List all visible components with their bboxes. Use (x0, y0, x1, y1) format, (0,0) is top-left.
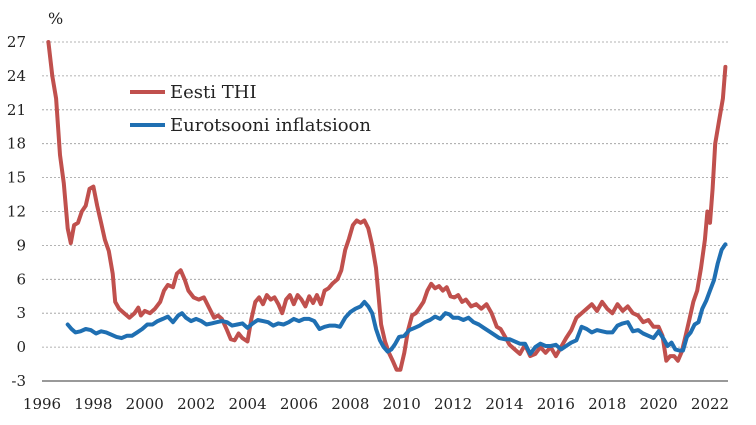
grid (42, 41, 728, 348)
y-tick-label: 27 (7, 33, 26, 51)
y-tick-label: 3 (16, 304, 26, 322)
x-tick-label: 2002 (177, 395, 215, 413)
y-tick-label: -3 (11, 372, 26, 390)
x-tick-label: 2016 (537, 395, 575, 413)
x-tick-label: 1998 (74, 395, 112, 413)
x-tick-label: 2014 (485, 395, 523, 413)
x-tick-label: 2000 (126, 395, 164, 413)
x-tick-label: 2018 (588, 395, 626, 413)
y-tick-label: 21 (7, 101, 26, 119)
x-tick-label: 2008 (331, 395, 369, 413)
legend-label-eesti: Eesti THI (170, 82, 257, 103)
x-tick-label: 2006 (280, 395, 318, 413)
x-tick-label: 2004 (228, 395, 266, 413)
legend: Eesti THI Eurotsooni inflatsioon (130, 82, 371, 136)
y-tick-label: 9 (16, 236, 26, 254)
series-line-0 (46, 40, 728, 372)
x-tick-label: 1996 (23, 395, 61, 413)
series-line-1 (65, 242, 728, 356)
y-tick-label: 24 (7, 67, 26, 85)
x-tick-label: 2010 (383, 395, 421, 413)
y-tick-labels: -3 0 3 6 9 12 15 18 21 24 27 (7, 33, 26, 390)
y-tick-label: 6 (16, 270, 26, 288)
y-tick-label: 0 (16, 338, 26, 356)
legend-label-eurotsoon: Eurotsooni inflatsioon (170, 115, 371, 136)
y-tick-label: 15 (7, 169, 26, 187)
x-tick-label: 2012 (434, 395, 472, 413)
legend-item-eesti: Eesti THI (130, 82, 257, 103)
y-tick-label: 18 (7, 135, 26, 153)
y-unit-label: % (48, 9, 63, 28)
x-tick-label: 2020 (640, 395, 678, 413)
legend-item-eurotsoon: Eurotsooni inflatsioon (130, 115, 371, 136)
y-tick-label: 12 (7, 203, 26, 221)
series-group (46, 40, 728, 372)
x-tick-label: 2022 (691, 395, 729, 413)
x-tick-labels: 1996 1998 2000 2002 2004 2006 2008 2010 2012 2014… (23, 395, 729, 413)
